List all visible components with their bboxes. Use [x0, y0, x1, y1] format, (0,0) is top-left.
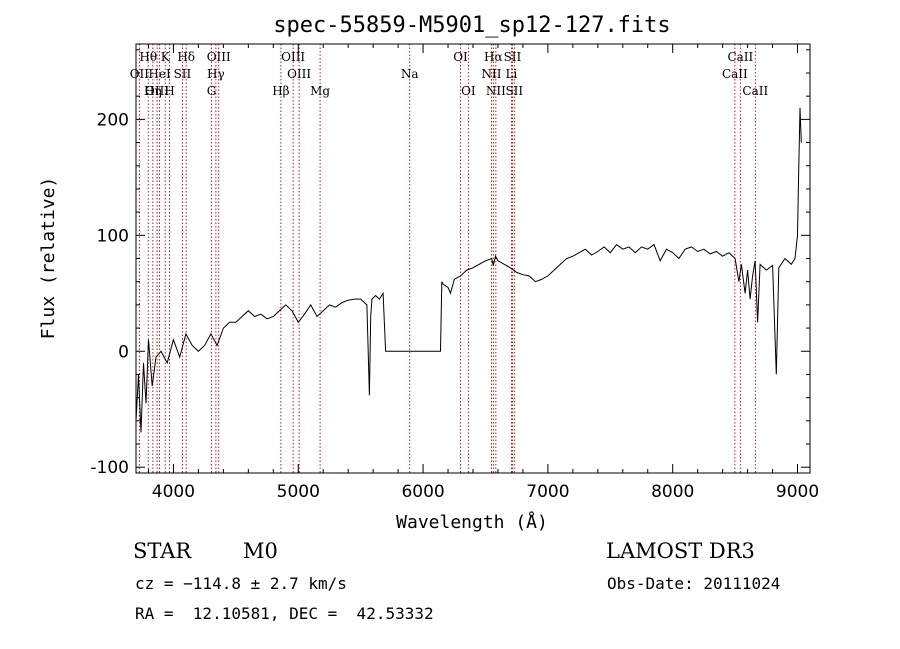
line-label-17: OI — [453, 50, 468, 64]
x-tick-label-3: 7000 — [526, 482, 569, 502]
redshift-cz: cz = −114.8 ± 2.7 km/s — [135, 574, 347, 593]
line-label-16: Na — [401, 67, 419, 81]
line-label-14: Hβ — [272, 84, 289, 98]
observation-date: Obs-Date: 20111024 — [607, 574, 781, 593]
line-label-7: Hη — [144, 84, 162, 98]
line-label-25: CaII — [727, 50, 753, 64]
x-axis-ticks: 4000 5000 6000 7000 8000 9000 — [147, 44, 819, 502]
y-axis-ticks: -100 0 100 200 — [90, 49, 810, 478]
line-label-4: HeI — [148, 67, 171, 81]
line-label-26: CaII — [722, 67, 748, 81]
x-tick-label-0: 4000 — [152, 482, 195, 502]
line-label-27: CaII — [742, 84, 768, 98]
line-label-6: OIII — [145, 84, 169, 98]
y-tick-label-0: -100 — [90, 458, 129, 478]
y-tick-label-1: 0 — [118, 342, 129, 362]
line-label-2: Hδ — [177, 50, 195, 64]
x-tick-label-4: 8000 — [651, 482, 694, 502]
line-label-1: K — [161, 50, 171, 64]
line-label-0: Hθ — [139, 50, 157, 64]
line-label-19: Hα — [484, 50, 503, 64]
x-tick-label-2: 6000 — [401, 482, 444, 502]
x-tick-label-5: 9000 — [776, 482, 819, 502]
y-tick-label-2: 100 — [97, 226, 129, 246]
line-label-9: OIII — [207, 50, 231, 64]
object-subclass: M0 — [243, 539, 278, 563]
line-label-8: H — [164, 84, 174, 98]
line-label-5: SII — [174, 67, 192, 81]
line-label-3: OII — [130, 67, 150, 81]
spectrum-line — [135, 107, 802, 433]
x-tick-label-1: 5000 — [277, 482, 320, 502]
line-label-11: G — [207, 84, 217, 98]
line-label-22: Li — [506, 67, 518, 81]
line-label-15: Mg — [310, 84, 330, 98]
x-axis-label: Wavelength (Å) — [396, 511, 548, 533]
line-label-23: NII — [486, 84, 506, 98]
line-label-21: NII — [481, 67, 501, 81]
plot-frame — [135, 43, 811, 474]
line-label-20: SII — [504, 50, 522, 64]
chart-title: spec-55859-M5901_sp12-127.fits — [273, 13, 670, 38]
survey-name: LAMOST DR3 — [606, 539, 755, 563]
y-axis-label: Flux (relative) — [38, 177, 59, 340]
coordinates: RA = 12.10581, DEC = 42.53332 — [135, 604, 434, 623]
line-label-13: OIII — [287, 67, 311, 81]
line-label-24: SII — [505, 84, 523, 98]
y-tick-label-3: 200 — [97, 110, 129, 130]
line-label-10: Hγ — [207, 67, 225, 81]
object-class: STAR — [133, 539, 192, 563]
line-label-12: OIII — [281, 50, 305, 64]
spectral-line-markers — [138, 44, 756, 473]
line-label-18: OI — [461, 84, 476, 98]
